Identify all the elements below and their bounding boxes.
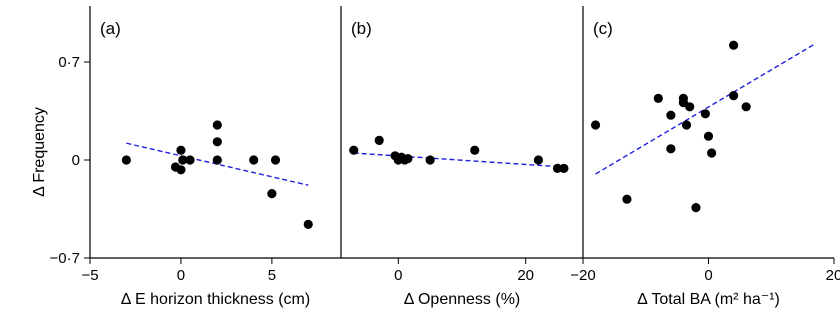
y-axis-label: Δ Frequency <box>31 107 48 197</box>
data-point <box>121 155 131 165</box>
x-tick-label: −5 <box>81 267 98 284</box>
x-axis-label: Δ Openness (%) <box>404 291 521 308</box>
data-point <box>185 155 195 165</box>
data-point <box>212 155 222 165</box>
trend-line <box>353 152 564 168</box>
data-point <box>425 155 435 165</box>
data-point <box>653 93 663 103</box>
data-point <box>176 145 186 155</box>
panel-label: (b) <box>351 19 372 38</box>
x-tick-label: 0 <box>394 267 402 284</box>
data-point <box>403 154 413 164</box>
y-tick-label: −0·7 <box>50 250 80 267</box>
data-point <box>212 137 222 147</box>
data-point <box>374 135 384 145</box>
x-tick-label: 20 <box>517 267 534 284</box>
x-axis-label: Δ E horizon thickness (cm) <box>121 291 310 308</box>
trend-line <box>126 142 309 186</box>
x-axis-label: Δ Total BA (m² ha⁻¹) <box>637 291 780 308</box>
data-point <box>666 144 676 154</box>
data-point <box>533 155 544 165</box>
data-point <box>249 155 259 165</box>
data-point <box>270 155 281 165</box>
data-point <box>349 145 359 155</box>
y-tick-label: 0 <box>72 152 80 169</box>
panel-label: (a) <box>100 19 121 38</box>
data-point <box>552 163 563 173</box>
axes-layer <box>84 6 835 264</box>
y-tick-label: 0·7 <box>58 54 80 71</box>
x-tick-label: 20 <box>826 267 840 284</box>
data-point <box>267 189 277 199</box>
x-tick-label: 0 <box>177 267 185 284</box>
data-point <box>176 165 186 175</box>
x-tick-label: 5 <box>268 267 276 284</box>
data-point <box>707 148 717 158</box>
data-point <box>691 203 701 213</box>
data-point <box>559 163 569 173</box>
data-point <box>703 131 714 141</box>
panel-label: (c) <box>593 19 613 38</box>
data-point <box>666 110 676 120</box>
data-point <box>741 102 751 112</box>
x-tick-label: −20 <box>570 267 595 284</box>
data-point <box>622 194 632 204</box>
x-tick-label: 0 <box>704 267 712 284</box>
data-point <box>212 120 222 130</box>
data-point <box>729 91 739 101</box>
marks-layer: 0·7 0 −0·7−5 0 5 Δ E horizon thickness (cm) (a… <box>50 19 840 308</box>
data-point <box>685 102 695 112</box>
data-point <box>590 120 601 130</box>
data-point <box>470 145 480 155</box>
data-point <box>178 155 188 165</box>
trend-line <box>595 43 816 175</box>
data-point <box>700 109 710 119</box>
data-point <box>729 40 739 50</box>
data-point <box>681 120 692 130</box>
data-point <box>303 219 313 229</box>
